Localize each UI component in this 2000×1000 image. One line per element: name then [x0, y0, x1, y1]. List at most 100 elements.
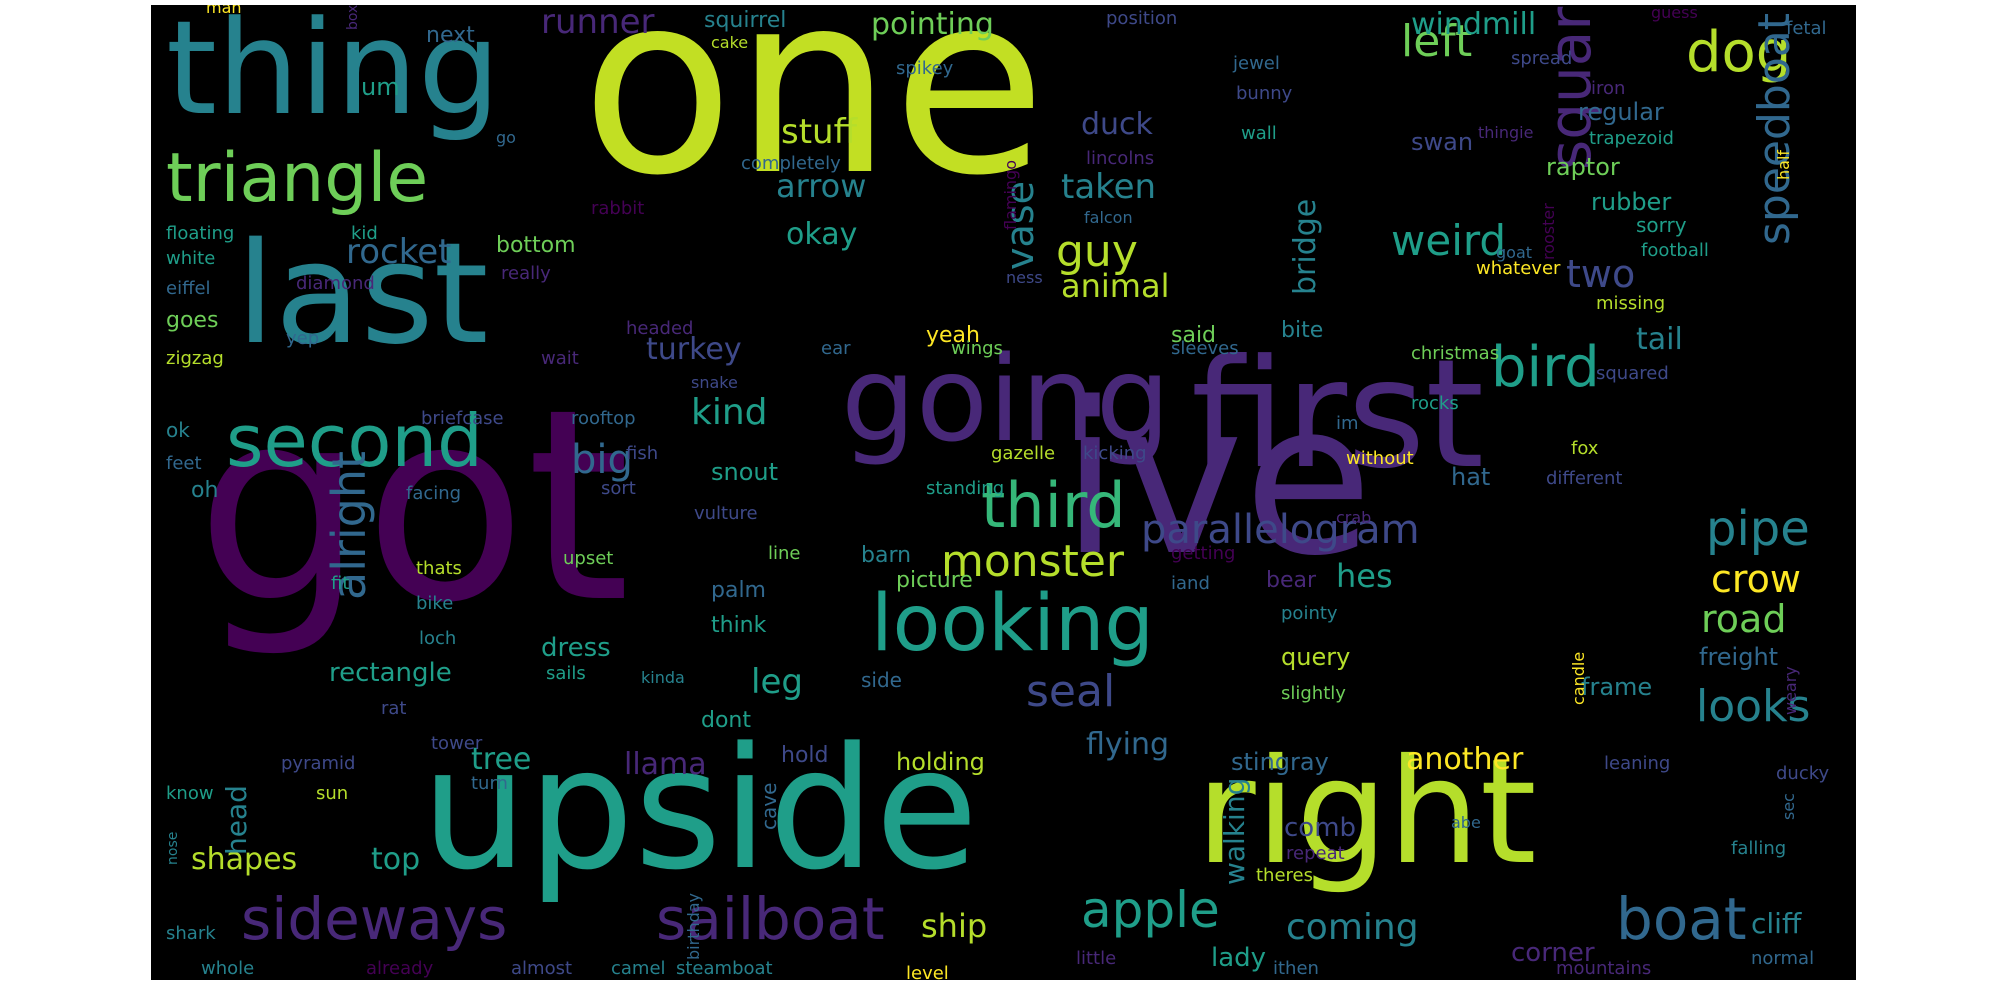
word-bunny: bunny	[1236, 83, 1293, 104]
word-floating: floating	[166, 223, 235, 244]
word-go: go	[496, 128, 516, 147]
word-holding: holding	[896, 748, 985, 776]
word-guy: guy	[1056, 226, 1138, 277]
word-standing: standing	[926, 478, 1005, 499]
word-leg: leg	[751, 662, 803, 702]
word-headed: headed	[626, 318, 694, 339]
word-kind: kind	[691, 392, 768, 433]
word-normal: normal	[1751, 948, 1815, 969]
word-flamingo: flamingo	[1001, 160, 1020, 230]
word-im: im	[1336, 413, 1359, 434]
word-yeah: yeah	[926, 323, 980, 348]
word-looks: looks	[1696, 681, 1811, 732]
word-sleeves: sleeves	[1171, 338, 1239, 359]
word-ship: ship	[921, 907, 988, 945]
word-one: one	[581, 5, 1047, 230]
word-snout: snout	[711, 458, 779, 486]
word-pointy: pointy	[1281, 603, 1338, 624]
word-christmas: christmas	[1411, 343, 1500, 364]
word-whole: whole	[201, 958, 255, 979]
word-palm: palm	[711, 578, 766, 603]
word-facing: facing	[406, 483, 462, 504]
word-cake: cake	[711, 33, 749, 52]
word-got: got	[196, 353, 631, 661]
word-rat: rat	[381, 698, 407, 719]
word-different: different	[1546, 468, 1623, 489]
word-sideways: sideways	[241, 885, 508, 953]
word-already: already	[366, 958, 434, 979]
word-kid: kid	[351, 223, 378, 244]
word-steamboat: steamboat	[676, 958, 773, 979]
word-ive: ive	[1061, 357, 1373, 602]
word-completely: completely	[741, 153, 841, 174]
word-parallelogram: parallelogram	[1141, 507, 1420, 553]
word-snake: snake	[691, 373, 738, 392]
word-kinda: kinda	[641, 668, 685, 687]
word-ducky: ducky	[1776, 763, 1830, 784]
word-wall: wall	[1241, 123, 1277, 144]
word-hes: hes	[1336, 557, 1393, 595]
word-almost: almost	[511, 958, 573, 979]
word-tail: tail	[1636, 322, 1683, 357]
word-swan: swan	[1411, 128, 1474, 156]
word-animal: animal	[1061, 267, 1170, 305]
word-um: um	[361, 73, 400, 101]
word-box: box	[345, 5, 361, 30]
word-diamond: diamond	[296, 273, 375, 294]
word-fox: fox	[1571, 438, 1599, 459]
word-crab: crab	[1336, 508, 1372, 527]
word-comb: comb	[1284, 813, 1357, 843]
word-left: left	[1401, 16, 1473, 67]
word-ness: ness	[1006, 268, 1043, 287]
word-next: next	[426, 23, 475, 48]
word-missing: missing	[1596, 293, 1666, 314]
word-without: without	[1346, 448, 1414, 469]
word-regular: regular	[1578, 98, 1664, 126]
word-upset: upset	[563, 548, 614, 569]
word-turkey: turkey	[646, 332, 742, 367]
word-cave: cave	[757, 782, 781, 830]
word-runner: runner	[541, 5, 655, 42]
word-another: another	[1406, 742, 1524, 777]
word-kicking: kicking	[1083, 443, 1147, 464]
word-stuff: stuff	[781, 112, 858, 152]
word-spread: spread	[1511, 48, 1573, 69]
word-second: second	[226, 399, 483, 483]
word-rabbit: rabbit	[591, 198, 645, 219]
word-sailboat: sailboat	[656, 885, 885, 953]
word-barn: barn	[861, 543, 912, 568]
word-goat: goat	[1496, 243, 1533, 262]
word-cliff: cliff	[1751, 907, 1802, 940]
word-repeat: repeat	[1286, 843, 1345, 864]
word-duck: duck	[1081, 107, 1153, 142]
word-tree: tree	[471, 742, 532, 777]
word-bike: bike	[416, 593, 454, 614]
word-thing: thing	[166, 5, 501, 144]
word-falcon: falcon	[1084, 208, 1133, 227]
word-iron: iron	[1591, 78, 1626, 99]
word-stingray: stingray	[1231, 748, 1329, 776]
word-fit: fit	[331, 573, 350, 594]
word-rooster: rooster	[1539, 203, 1558, 260]
word-apple: apple	[1081, 881, 1220, 939]
word-oh: oh	[191, 478, 219, 503]
word-windmill: windmill	[1411, 7, 1537, 42]
word-looking: looking	[871, 579, 1154, 669]
word-abe: abe	[1451, 813, 1481, 832]
word-getting: getting	[1171, 543, 1236, 564]
word-fetal: fetal	[1786, 18, 1827, 39]
word-half: half	[1774, 149, 1793, 180]
word-gazelle: gazelle	[991, 443, 1056, 464]
word-bite: bite	[1281, 318, 1324, 343]
word-sails: sails	[546, 663, 586, 684]
word-jewel: jewel	[1233, 53, 1280, 74]
word-lincolns: lincolns	[1086, 148, 1155, 169]
word-really: really	[501, 263, 551, 284]
word-rocks: rocks	[1411, 393, 1459, 414]
word-corner: corner	[1511, 938, 1595, 968]
word-road: road	[1701, 597, 1787, 641]
word-crow: crow	[1711, 557, 1802, 601]
word-wait: wait	[541, 348, 579, 369]
word-squared: squared	[1596, 363, 1669, 384]
word-triangle: triangle	[166, 139, 429, 218]
